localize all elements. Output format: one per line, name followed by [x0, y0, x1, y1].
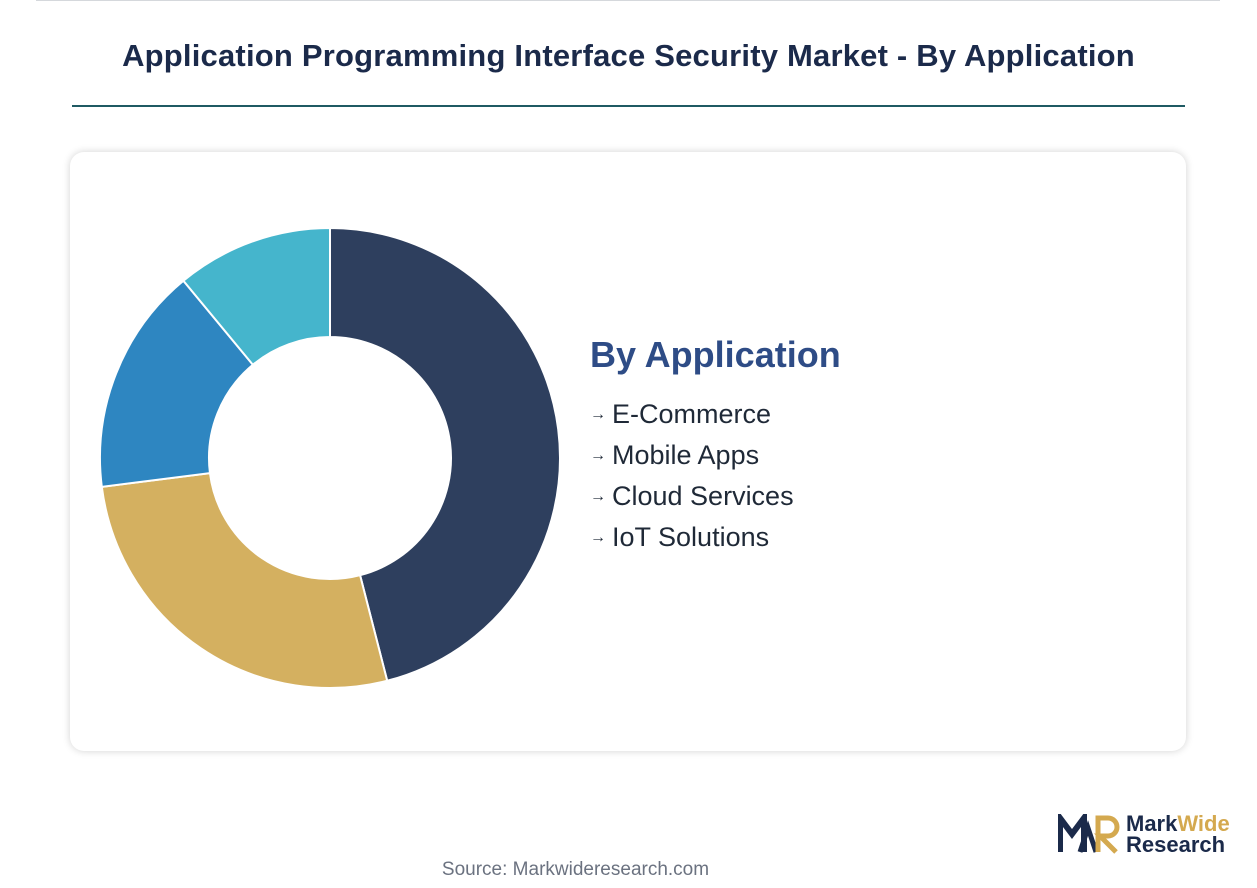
logo-word-wide: Wide	[1177, 811, 1230, 836]
legend-item-mobile-apps: → Mobile Apps	[590, 435, 841, 476]
slice-cloud-services	[99, 279, 255, 488]
legend-item-label: IoT Solutions	[612, 522, 770, 552]
legend-item-label: Cloud Services	[612, 481, 794, 511]
slice-mobile-apps	[100, 472, 389, 689]
logo-word-mark: Mark	[1126, 811, 1178, 836]
arrow-right-icon: →	[590, 406, 606, 423]
mwr-logo-icon	[1058, 814, 1120, 854]
legend-item-cloud-services: → Cloud Services	[590, 476, 841, 517]
logo-wordmark-line2: Research	[1126, 832, 1226, 857]
legend-item-iot-solutions: → IoT Solutions	[590, 517, 841, 558]
arrow-right-icon: →	[590, 529, 606, 546]
arrow-right-icon: →	[590, 488, 606, 505]
top-divider	[36, 0, 1220, 1]
title-underline	[72, 105, 1185, 107]
slice-e-commerce	[329, 226, 561, 682]
slice-iot-solutions	[181, 226, 331, 367]
legend-title: By Application	[590, 334, 841, 375]
markwide-research-logo: MarkWide Research	[1058, 812, 1248, 858]
legend-list: → E-Commerce → Mobile Apps → Cloud Servi…	[590, 394, 841, 558]
legend-item-e-commerce: → E-Commerce	[590, 394, 841, 435]
legend-item-label: Mobile Apps	[612, 440, 760, 470]
source-note: Source: Markwideresearch.com	[441, 859, 710, 880]
page-title: Application Programming Interface Securi…	[122, 38, 1135, 73]
legend-item-label: E-Commerce	[612, 399, 772, 429]
legend: By Application → E-Commerce → Mobile App…	[590, 334, 841, 558]
arrow-right-icon: →	[590, 447, 606, 464]
logo-wordmark-line1: MarkWide	[1126, 812, 1230, 836]
